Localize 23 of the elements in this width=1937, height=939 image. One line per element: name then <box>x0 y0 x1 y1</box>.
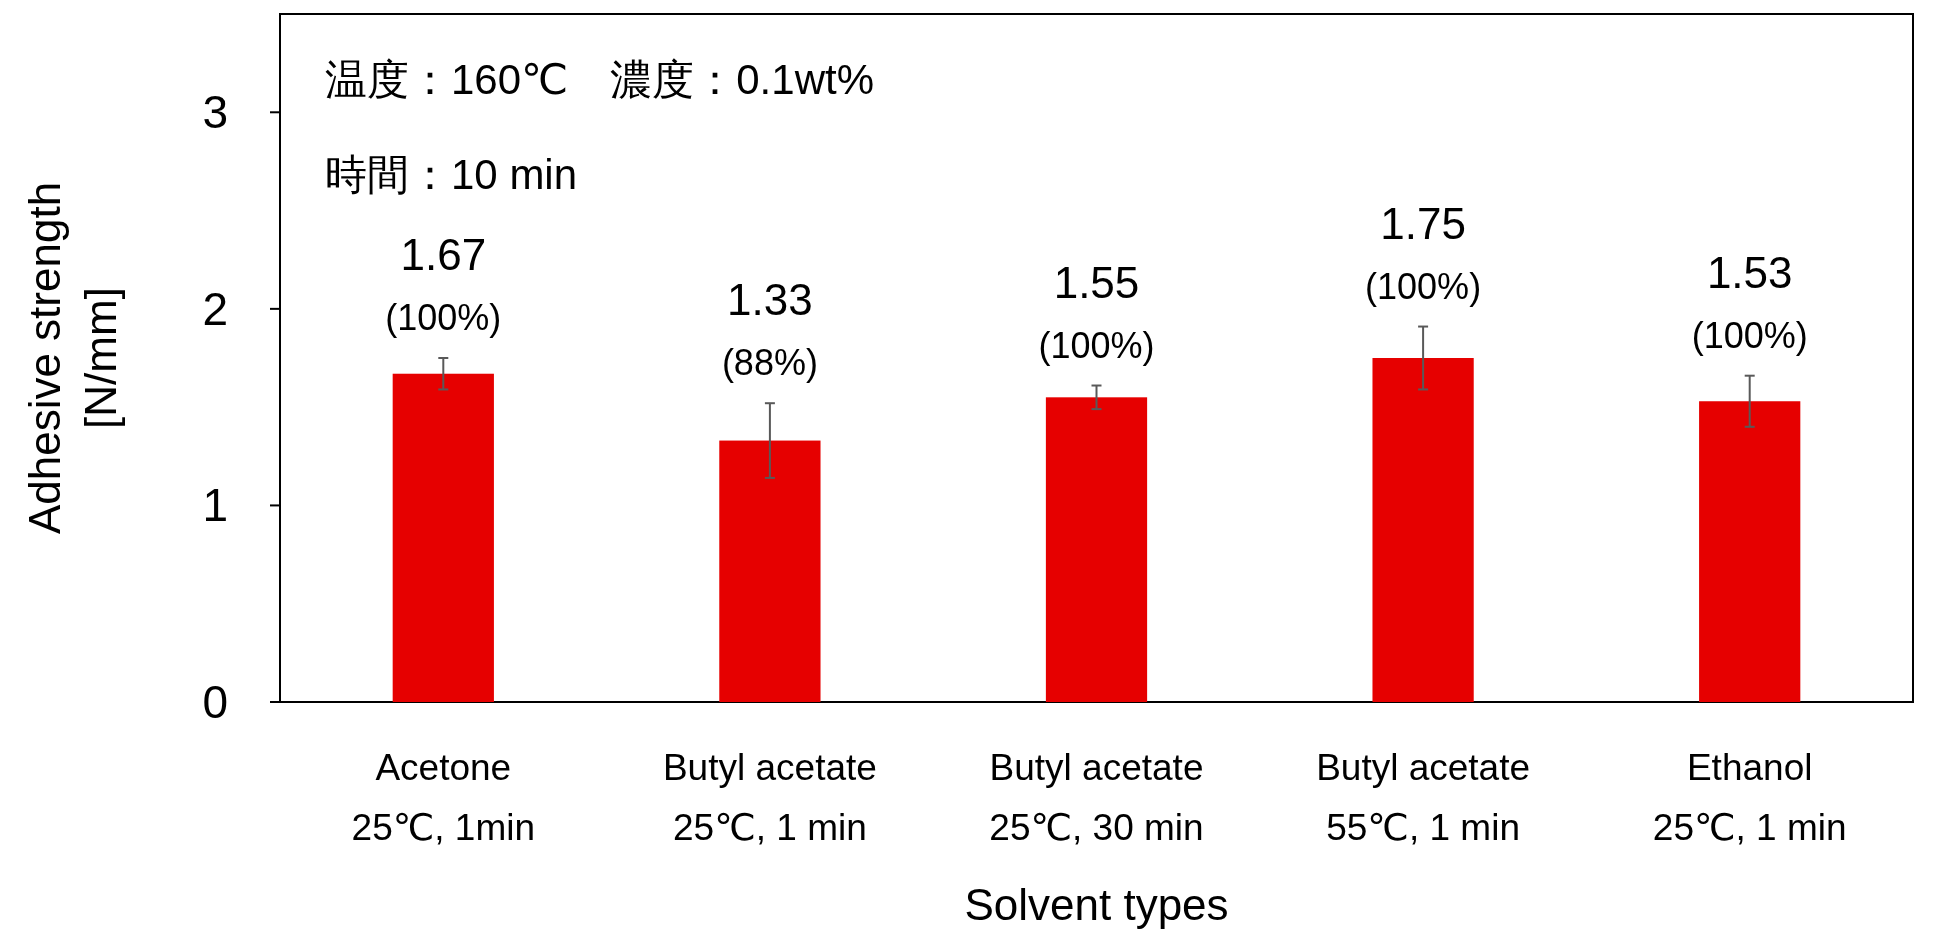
bar <box>392 373 494 702</box>
y-tick-label: 2 <box>202 282 228 335</box>
bar <box>1699 401 1801 702</box>
x-tick-label: Butyl acetate 25℃, 1 min <box>662 747 877 848</box>
bar <box>1045 397 1148 702</box>
y-tick-label: 0 <box>202 676 228 728</box>
bar <box>719 440 821 702</box>
x-axis-title: Solvent types <box>964 880 1229 929</box>
y-tick-label: 3 <box>202 86 228 139</box>
data-label: 1.33 (88%) <box>721 275 818 384</box>
y-tick-label: 1 <box>202 479 228 532</box>
annotation: 温度：160℃ 濃度：0.1wt% <box>325 56 874 103</box>
x-tick-label: Butyl acetate 55℃, 1 min <box>1316 747 1531 848</box>
x-tick-label: Acetone 25℃, 1min <box>351 747 536 848</box>
y-axis-title: Adhesive strength [N/mm] <box>20 181 125 535</box>
data-label: 1.75 (100%) <box>1365 198 1482 307</box>
x-tick-label: Butyl acetate 25℃, 30 min <box>989 747 1204 848</box>
data-label: 1.55 (100%) <box>1038 257 1155 366</box>
annotation: 時間：10 min <box>325 151 578 198</box>
bar <box>1372 358 1474 702</box>
x-tick-label: Ethanol 25℃, 1 min <box>1652 747 1847 848</box>
data-label: 1.67 (100%) <box>385 230 502 338</box>
data-label: 1.53 (100%) <box>1691 247 1808 356</box>
